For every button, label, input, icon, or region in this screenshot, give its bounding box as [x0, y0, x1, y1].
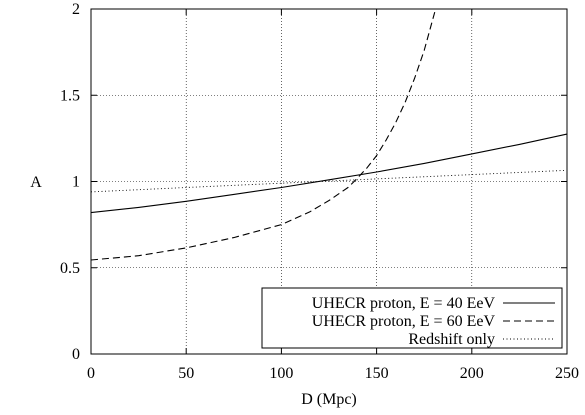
y-tick-label: 1 — [72, 174, 80, 191]
x-tick-label: 50 — [178, 365, 194, 382]
plot-frame — [90, 8, 568, 355]
y-tick-label: 1.5 — [60, 87, 80, 104]
legend-label: UHECR proton, E = 40 EeV — [312, 295, 496, 312]
legend-box — [261, 287, 563, 349]
series-line-2 — [90, 8, 437, 261]
y-tick-label: 0 — [72, 346, 80, 363]
y-axis-label: A — [30, 174, 42, 191]
legend-label: UHECR proton, E = 60 EeV — [312, 313, 496, 330]
axis-ticks: 0 50 100 150 200 250 0 0.5 1 1.5 2 — [60, 1, 579, 382]
x-tick-label: 0 — [87, 365, 95, 382]
x-tick-label: 100 — [269, 365, 293, 382]
series-line-1 — [90, 133, 568, 214]
y-tick-label: 2 — [72, 1, 80, 18]
legend-label: Redshift only — [408, 331, 495, 348]
x-tick-label: 250 — [555, 365, 579, 382]
x-tick-label: 150 — [365, 365, 389, 382]
x-tick-label: 200 — [460, 365, 484, 382]
series-line-3 — [90, 169, 568, 193]
y-tick-label: 0.5 — [60, 260, 80, 277]
series-lines — [90, 8, 568, 261]
x-axis-label: D (Mpc) — [301, 391, 357, 408]
